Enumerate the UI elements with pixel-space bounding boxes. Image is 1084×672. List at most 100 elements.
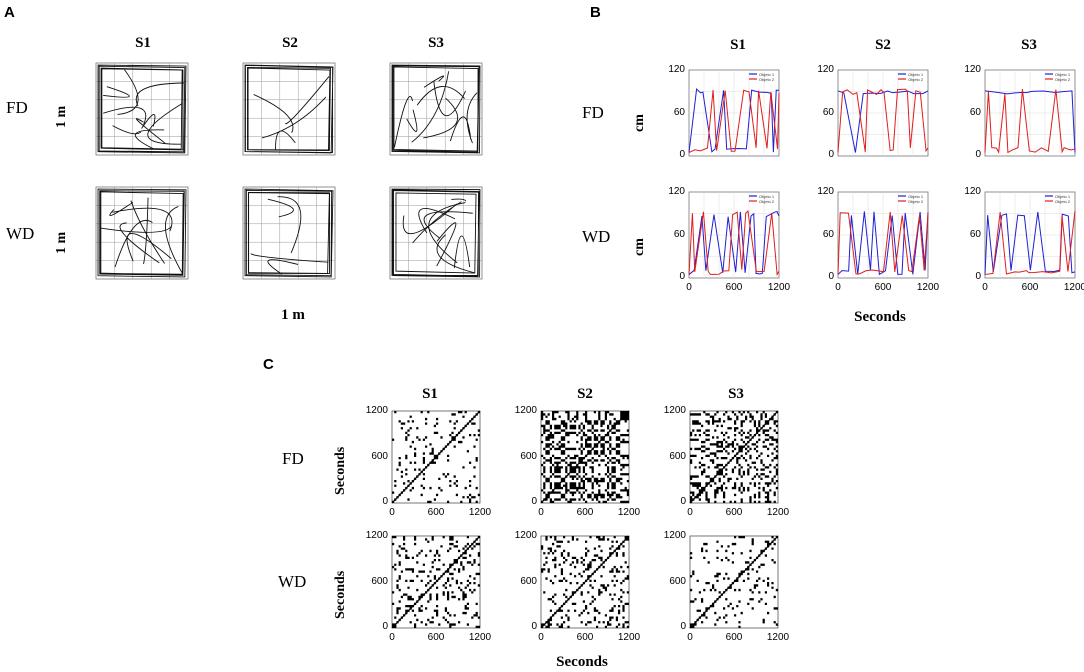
b-row-wd: WD xyxy=(582,227,611,246)
trajectory-plot-WD-S2 xyxy=(242,186,336,280)
y-tick-label: 0 xyxy=(531,621,537,632)
y-tick-label: 60 xyxy=(822,107,834,118)
c-row-wd: WD xyxy=(278,572,307,591)
x-tick-label: 600 xyxy=(427,507,445,518)
x-tick-label: 1200 xyxy=(468,632,492,643)
b-row-fd: FD xyxy=(582,103,604,122)
trajectory-wall-path xyxy=(391,64,481,154)
legend-label-object2: Objeto 2 xyxy=(1055,77,1071,82)
y-tick-label: 0 xyxy=(531,496,537,507)
a-xlabel: 1 m xyxy=(281,307,305,323)
legend-label-object2: Objeto 2 xyxy=(759,199,775,204)
trajectory-frame xyxy=(242,186,336,280)
series-line xyxy=(984,211,1076,275)
trajectory-frame xyxy=(389,186,483,280)
trajectory-frame xyxy=(242,62,336,156)
trajectory-cross-path xyxy=(103,69,184,150)
series-line xyxy=(837,90,929,153)
panel-a-letter: A xyxy=(4,4,15,21)
x-tick-label: 1200 xyxy=(766,507,790,518)
a-row-fd: FD xyxy=(6,98,28,117)
x-tick-label: 600 xyxy=(1021,282,1039,293)
y-tick-label: 0 xyxy=(975,149,981,160)
y-tick-label: 60 xyxy=(969,229,981,240)
y-tick-label: 60 xyxy=(673,229,685,240)
x-tick-label: 1200 xyxy=(468,507,492,518)
y-tick-label: 1200 xyxy=(365,530,388,541)
diagonal-line xyxy=(689,410,779,504)
c-session-s3: S3 xyxy=(728,386,744,402)
y-tick-label: 0 xyxy=(382,496,388,507)
x-tick-label: 600 xyxy=(576,507,594,518)
c-xlabel: Seconds xyxy=(556,654,608,670)
y-tick-label: 60 xyxy=(822,229,834,240)
y-tick-label: 1200 xyxy=(663,405,686,416)
x-tick-label: 600 xyxy=(725,507,743,518)
legend-label-object1: Objeto 1 xyxy=(908,194,924,199)
trajectory-plot-FD-S2 xyxy=(242,62,336,156)
legend-label-object1: Objeto 1 xyxy=(759,72,775,77)
y-tick-label: 600 xyxy=(669,576,686,587)
legend-label-object1: Objeto 1 xyxy=(1055,72,1071,77)
x-tick-label: 0 xyxy=(389,507,395,518)
b-session-s1: S1 xyxy=(730,37,746,53)
legend-label-object1: Objeto 1 xyxy=(759,194,775,199)
y-tick-label: 0 xyxy=(680,496,686,507)
x-tick-label: 0 xyxy=(686,282,692,293)
y-tick-label: 600 xyxy=(371,451,388,462)
recurrence-plot-FD-S1 xyxy=(391,410,481,504)
trajectory-cross-path xyxy=(100,197,183,274)
x-tick-label: 600 xyxy=(427,632,445,643)
recurrence-plot-WD-S2 xyxy=(540,535,630,629)
y-tick-label: 120 xyxy=(817,186,834,197)
y-tick-label: 60 xyxy=(969,107,981,118)
x-tick-label: 600 xyxy=(725,632,743,643)
trajectory-cross-path xyxy=(394,71,478,148)
diagonal-line xyxy=(540,535,630,629)
y-tick-label: 600 xyxy=(669,451,686,462)
legend-label-object2: Objeto 2 xyxy=(908,199,924,204)
diagonal-line xyxy=(540,410,630,504)
series-line xyxy=(837,88,929,153)
recurrence-plot-WD-S1 xyxy=(391,535,481,629)
y-tick-label: 0 xyxy=(679,149,685,160)
c-session-s2: S2 xyxy=(577,386,593,402)
trajectory-plot-FD-S1 xyxy=(95,62,189,156)
b-xlabel: Seconds xyxy=(854,309,906,325)
y-tick-label: 0 xyxy=(680,621,686,632)
x-tick-label: 0 xyxy=(538,632,544,643)
x-tick-label: 1200 xyxy=(767,282,791,293)
trajectory-plot-FD-S3 xyxy=(389,62,483,156)
a-row-wd: WD xyxy=(6,224,35,243)
legend-label-object2: Objeto 2 xyxy=(908,77,924,82)
x-tick-label: 0 xyxy=(687,632,693,643)
y-tick-label: 1200 xyxy=(514,530,537,541)
x-tick-label: 600 xyxy=(576,632,594,643)
trajectory-frame xyxy=(389,62,483,156)
recurrence-plot-WD-S3 xyxy=(689,535,779,629)
legend-label-object2: Objeto 2 xyxy=(759,77,775,82)
trajectory-cross-path xyxy=(402,198,475,274)
trajectory-wall-path xyxy=(244,64,334,154)
panel-c-letter: C xyxy=(263,356,274,373)
series-line xyxy=(837,211,929,275)
x-tick-label: 1200 xyxy=(617,632,641,643)
x-tick-label: 0 xyxy=(687,507,693,518)
y-tick-label: 0 xyxy=(828,271,834,282)
x-tick-label: 0 xyxy=(389,632,395,643)
a-session-s2: S2 xyxy=(282,35,298,51)
x-tick-label: 1200 xyxy=(1063,282,1084,293)
series-line xyxy=(984,89,1076,154)
y-tick-label: 600 xyxy=(520,576,537,587)
y-tick-label: 0 xyxy=(679,271,685,282)
recurrence-plot-FD-S2 xyxy=(540,410,630,504)
trajectory-frame xyxy=(95,186,189,280)
y-tick-label: 120 xyxy=(668,64,685,75)
series-line xyxy=(688,211,780,275)
series-line xyxy=(688,89,780,154)
series-line xyxy=(837,211,929,276)
x-tick-label: 600 xyxy=(725,282,743,293)
